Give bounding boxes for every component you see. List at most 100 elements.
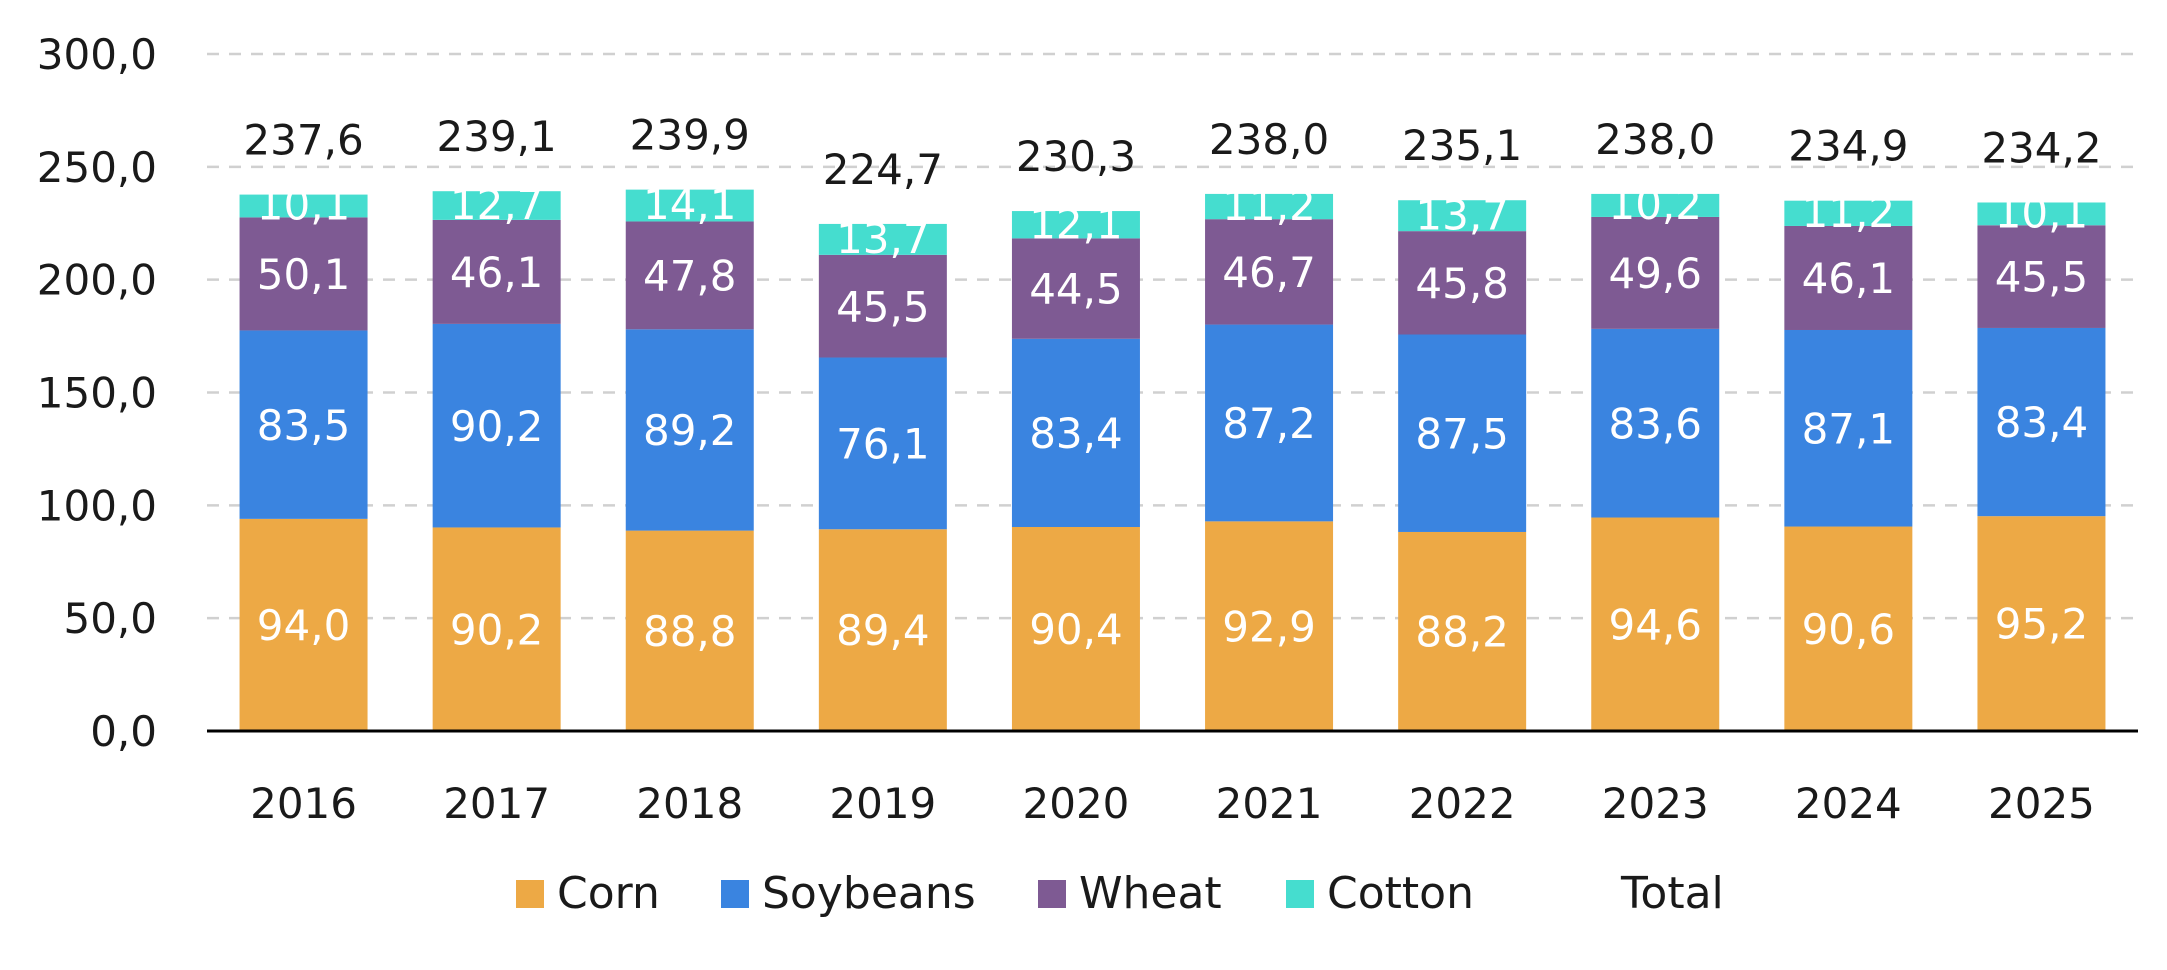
bar-segment-wheat [1398,231,1527,335]
y-tick-label: 250,0 [37,143,157,192]
data-label-corn: 90,6 [1802,605,1896,654]
bar-segment-soybeans [1977,327,2106,517]
data-label-wheat: 46,1 [450,248,544,297]
y-tick-label: 50,0 [63,594,157,643]
bar-segment-corn [1011,526,1140,731]
bar-segment-soybeans [1398,334,1527,532]
bar-segment-cotton [1977,202,2106,226]
data-label-wheat: 45,8 [1415,259,1509,308]
total-label: 239,1 [437,112,557,161]
bar-segment-cotton [1205,193,1334,220]
bar-segment-wheat [1591,216,1720,329]
legend-item-cotton: Cotton [1286,868,1474,919]
data-label-soybeans: 83,4 [1029,409,1123,458]
bar-segment-corn [1784,526,1913,731]
bar-segment-corn [625,530,754,731]
legend-swatch [1038,880,1066,908]
bar-segment-corn [1398,531,1527,731]
y-axis-ticks: 0,0 50,0 100,0 150,0 200,0 250,0 300,0 [37,30,157,756]
data-label-soybeans: 83,6 [1608,399,1702,448]
total-label: 224,7 [823,145,943,194]
data-label-corn: 94,6 [1608,600,1702,649]
legend-label: Wheat [1079,868,1222,919]
data-label-corn: 95,2 [1995,600,2089,649]
total-label: 238,0 [1595,115,1715,164]
data-label-wheat: 46,7 [1222,248,1316,297]
bar-segment-cotton [818,223,947,255]
data-label-cotton: 11,2 [1222,181,1316,230]
bar-segment-corn [818,529,947,731]
bar-segment-wheat [625,221,754,330]
x-tick-label: 2023 [1602,779,1709,828]
x-tick-label: 2025 [1988,779,2095,828]
x-tick-label: 2020 [1023,779,1130,828]
y-tick-label: 0,0 [90,707,157,756]
data-label-wheat: 44,5 [1029,265,1123,314]
bar-segment-soybeans [1205,324,1334,522]
bar-segment-wheat [1011,238,1140,339]
total-label: 230,3 [1016,132,1136,181]
data-label-cotton: 10,1 [257,181,351,230]
bar-segment-cotton [1784,200,1913,226]
data-labels: 94,0 83,5 50,1 10,1 237,6 90,2 90,2 46,1 12,7 239… [243,111,2101,657]
x-tick-label: 2016 [250,779,357,828]
x-tick-label: 2018 [636,779,743,828]
data-label-wheat: 50,1 [257,250,351,299]
data-label-wheat: 45,5 [1995,253,2089,302]
legend-swatch [721,880,749,908]
x-tick-label: 2017 [443,779,550,828]
total-label: 234,2 [1981,123,2101,172]
data-label-wheat: 49,6 [1608,249,1702,298]
x-tick-label: 2021 [1216,779,1323,828]
bar-segment-soybeans [625,329,754,531]
x-tick-label: 2019 [829,779,936,828]
total-label: 237,6 [243,116,363,165]
bar-segment-soybeans [239,330,368,519]
bar-segment-cotton [1591,193,1720,217]
data-label-cotton: 12,1 [1029,199,1123,248]
bar-segment-corn [1977,516,2106,731]
bar-segment-corn [1205,521,1334,731]
data-label-wheat: 47,8 [643,251,737,300]
data-label-soybeans: 76,1 [836,420,930,469]
bar-segment-cotton [1398,200,1527,232]
legend-item-corn: Corn [516,868,660,919]
y-tick-label: 300,0 [37,30,157,79]
bar-segment-cotton [1011,211,1140,239]
bar-segment-wheat [1977,225,2106,328]
data-label-corn: 88,2 [1415,608,1509,657]
bars [239,189,2106,731]
data-label-wheat: 46,1 [1802,254,1896,303]
bar-segment-corn [239,518,368,731]
bar-segment-cotton [239,194,368,218]
x-tick-label: 2022 [1409,779,1516,828]
bar-segment-corn [432,527,561,731]
y-tick-label: 100,0 [37,481,157,530]
y-tick-label: 150,0 [37,369,157,418]
data-label-corn: 88,8 [643,607,737,656]
data-label-soybeans: 83,5 [257,401,351,450]
bar-segment-cotton [432,191,561,220]
legend-label: Cotton [1327,868,1474,919]
x-axis-ticks: 2016 2017 2018 2019 2020 2021 2022 2023 2024 2025 [250,779,2095,828]
bar-segment-soybeans [1784,329,1913,527]
legend-item-total: Total [1620,868,1724,919]
total-label: 234,9 [1788,122,1908,171]
legend: Corn Soybeans Wheat Cotton Total [516,868,1724,919]
data-label-corn: 94,0 [257,601,351,650]
data-label-cotton: 14,1 [643,180,737,229]
bar-segment-soybeans [432,323,561,528]
data-label-cotton: 10,1 [1995,189,2089,238]
data-label-wheat: 45,5 [836,282,930,331]
bar-segment-cotton [625,189,754,222]
data-label-cotton: 11,2 [1802,188,1896,237]
bar-segment-wheat [239,217,368,331]
bar-segment-wheat [1784,225,1913,330]
data-label-soybeans: 90,2 [450,402,544,451]
data-label-soybeans: 87,1 [1802,404,1896,453]
total-label: 238,0 [1209,115,1329,164]
data-label-cotton: 13,7 [1415,190,1509,239]
total-label: 239,9 [630,111,750,160]
data-label-cotton: 13,7 [836,214,930,263]
